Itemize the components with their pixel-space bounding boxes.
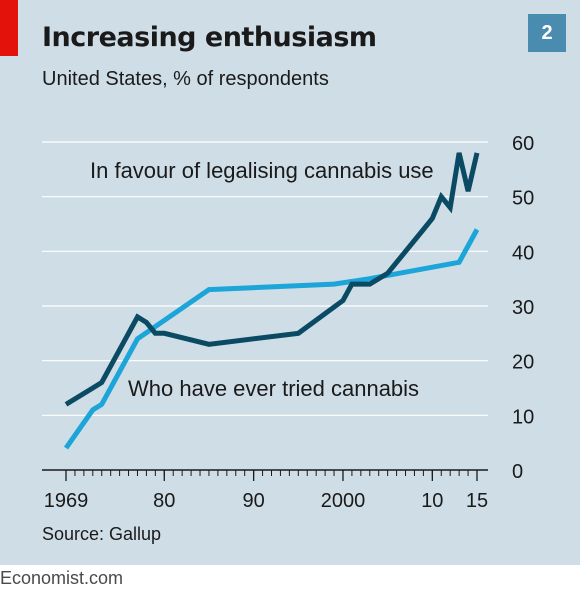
series-lines [63, 152, 480, 450]
y-tick-label: 30 [512, 297, 534, 319]
source-note: Source: Gallup [42, 524, 162, 544]
y-axis-labels: 0 10 20 30 40 50 60 [512, 133, 534, 483]
series-line-favour [64, 152, 480, 407]
line-chart: 0 10 20 30 40 50 60 1969 80 90 2000 10 15 In favour… [42, 133, 534, 512]
brand-tab [0, 0, 18, 56]
y-tick-label: 50 [512, 188, 534, 210]
x-tick-label: 90 [243, 490, 265, 512]
y-tick-label: 40 [512, 242, 534, 264]
publisher-footer: Economist.com [0, 568, 124, 588]
y-tick-label: 20 [512, 352, 534, 374]
chart-subtitle: United States, % of respondents [42, 68, 329, 90]
y-tick-label: 0 [512, 461, 523, 483]
series-line-tried [63, 228, 480, 450]
chart-panel [0, 0, 580, 565]
x-tick-label: 15 [466, 490, 488, 512]
chart-title: Increasing enthusiasm [42, 22, 377, 53]
x-tick-label: 80 [153, 490, 175, 512]
x-tick-label: 10 [421, 490, 443, 512]
x-tick-label: 2000 [321, 490, 366, 512]
y-tick-label: 10 [512, 406, 534, 428]
chart-number-badge: 2 [528, 14, 566, 52]
series-label-favour: In favour of legalising cannabis use [90, 158, 434, 183]
x-axis: 1969 80 90 2000 10 15 [42, 469, 488, 512]
series-label-tried: Who have ever tried cannabis [128, 376, 419, 401]
y-tick-label: 60 [512, 133, 534, 155]
x-tick-label: 1969 [44, 490, 89, 512]
